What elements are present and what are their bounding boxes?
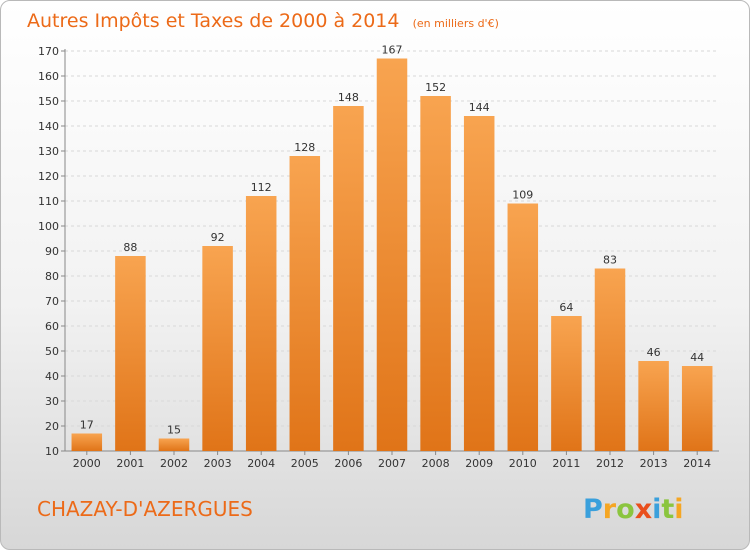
x-tick-label: 2012 bbox=[596, 457, 624, 470]
chart-subtitle: (en milliers d'€) bbox=[413, 17, 499, 30]
bars bbox=[71, 58, 713, 451]
y-tick-label: 130 bbox=[38, 145, 59, 158]
bar-2005 bbox=[289, 156, 321, 451]
y-tick-label: 140 bbox=[38, 120, 59, 133]
y-tick-label: 170 bbox=[38, 45, 59, 58]
y-tick-label: 20 bbox=[45, 420, 59, 433]
bar-2003 bbox=[202, 246, 233, 451]
chart-title-group: Autres Impôts et Taxes de 2000 à 2014 (e… bbox=[27, 10, 499, 32]
bar-2011 bbox=[551, 316, 582, 451]
y-tick-label: 160 bbox=[38, 70, 59, 83]
commune-name: CHAZAY-D'AZERGUES bbox=[37, 497, 253, 521]
y-tick-label: 100 bbox=[38, 220, 59, 233]
x-tick-label: 2000 bbox=[73, 457, 101, 470]
axes: 10 20 30 40 50 60 70 80 90 100 110 120 130 140 150 160 1… bbox=[38, 45, 719, 470]
data-label-2012: 83 bbox=[603, 254, 617, 267]
data-label-2013: 46 bbox=[647, 346, 661, 359]
x-tick-label: 2005 bbox=[291, 457, 319, 470]
x-tick-label: 2006 bbox=[334, 457, 362, 470]
x-tick-label: 2004 bbox=[247, 457, 275, 470]
logo-letter: t bbox=[661, 494, 674, 525]
labels: 17 88 15 92 112 128 148 167 152 144 109 64 83 46 44 bbox=[80, 44, 704, 437]
y-tick-label: 90 bbox=[45, 245, 59, 258]
bar-2012 bbox=[594, 268, 626, 451]
y-tick-label: 70 bbox=[45, 295, 59, 308]
logo-letter: P bbox=[583, 494, 603, 525]
y-tick-label: 60 bbox=[45, 320, 59, 333]
logo-letter: r bbox=[603, 494, 617, 525]
x-tick-label: 2003 bbox=[204, 457, 232, 470]
y-tick-label: 80 bbox=[45, 270, 59, 283]
bar-2013 bbox=[638, 361, 669, 451]
data-label-2009: 144 bbox=[469, 101, 490, 114]
bar-2009 bbox=[463, 116, 495, 451]
x-tick-label: 2002 bbox=[160, 457, 188, 470]
logo-letter: i bbox=[652, 494, 661, 525]
bar-2002 bbox=[158, 438, 190, 451]
data-label-2000: 17 bbox=[80, 419, 94, 432]
data-label-2002: 15 bbox=[167, 424, 181, 437]
data-label-2005: 128 bbox=[294, 141, 315, 154]
x-tick-label: 2008 bbox=[422, 457, 450, 470]
x-tick-label: 2010 bbox=[509, 457, 537, 470]
x-tick-label: 2014 bbox=[683, 457, 711, 470]
data-label-2004: 112 bbox=[251, 181, 272, 194]
x-tick-label: 2001 bbox=[116, 457, 144, 470]
bar-2008 bbox=[420, 96, 451, 451]
logo-letter: o bbox=[616, 494, 635, 525]
bar-2014 bbox=[681, 366, 713, 451]
data-label-2006: 148 bbox=[338, 91, 359, 104]
bar-2004 bbox=[245, 196, 277, 451]
y-tick-label: 10 bbox=[45, 445, 59, 458]
bar-2007 bbox=[376, 58, 408, 451]
x-tick-label: 2013 bbox=[640, 457, 668, 470]
x-tick-label: 2011 bbox=[552, 457, 580, 470]
proxiti-logo: Proxiti bbox=[583, 494, 684, 525]
y-tick-label: 120 bbox=[38, 170, 59, 183]
y-tick-label: 40 bbox=[45, 370, 59, 383]
data-label-2007: 167 bbox=[382, 44, 403, 57]
y-tick-label: 50 bbox=[45, 345, 59, 358]
bar-2006 bbox=[333, 106, 364, 451]
data-label-2003: 92 bbox=[211, 231, 225, 244]
y-tick-label: 110 bbox=[38, 195, 59, 208]
bar-2010 bbox=[507, 203, 539, 451]
data-label-2001: 88 bbox=[123, 241, 137, 254]
x-tick-label: 2007 bbox=[378, 457, 406, 470]
chart-title: Autres Impôts et Taxes de 2000 à 2014 bbox=[27, 10, 400, 32]
logo-letter: i bbox=[674, 494, 683, 525]
logo-letter: x bbox=[635, 494, 652, 525]
y-tick-label: 150 bbox=[38, 95, 59, 108]
bar-2001 bbox=[115, 256, 146, 451]
x-tick-label: 2009 bbox=[465, 457, 493, 470]
y-tick-label: 30 bbox=[45, 395, 59, 408]
data-label-2010: 109 bbox=[512, 189, 533, 202]
data-label-2014: 44 bbox=[690, 351, 704, 364]
data-label-2011: 64 bbox=[559, 301, 573, 314]
data-label-2008: 152 bbox=[425, 81, 446, 94]
bar-2000 bbox=[71, 433, 103, 451]
